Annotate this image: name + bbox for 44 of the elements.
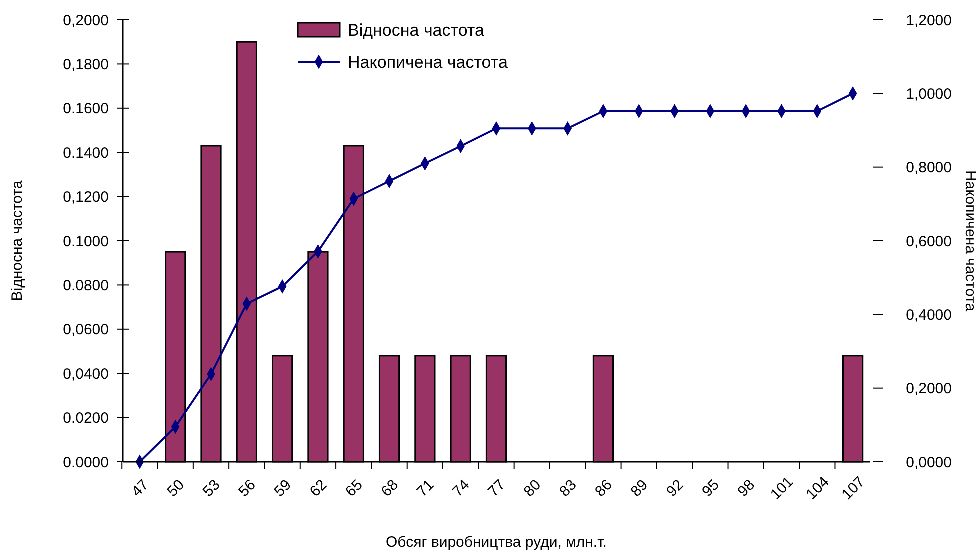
- y2-axis-title: Накопичена частота: [962, 170, 979, 312]
- legend-label: Накопичена частота: [348, 52, 508, 72]
- y-tick-label: 0.1400: [63, 144, 109, 162]
- x-tick-label: 83: [556, 476, 580, 500]
- x-tick-label: 98: [734, 476, 759, 500]
- y2-tick-label: 1,2000: [906, 12, 952, 30]
- y-tick-label: 0.0000: [63, 454, 109, 472]
- x-axis-title: Обсяг виробництва руди, млн.т.: [386, 534, 607, 551]
- y-axis-title: Відносна частота: [9, 180, 26, 302]
- x-tick-label: 104: [803, 474, 833, 504]
- legend-label: Відносна частота: [348, 20, 486, 40]
- x-tick-label: 59: [271, 476, 296, 500]
- x-tick-label: 86: [592, 476, 616, 500]
- y-tick-label: 0.0200: [63, 410, 109, 428]
- x-tick-label: 74: [449, 476, 474, 500]
- x-tick-label: 101: [767, 474, 798, 504]
- y-tick-label: 0.0800: [63, 277, 109, 294]
- y-tick-label: 0,1200: [63, 189, 109, 206]
- x-tick-label: 62: [306, 476, 331, 500]
- y2-tick-label: 0,8000: [906, 160, 952, 177]
- x-tick-label: 65: [342, 476, 366, 500]
- y2-tick-label: 0,4000: [906, 306, 952, 324]
- y-tick-label: 0,1800: [63, 56, 109, 74]
- y2-tick-label: 0,6000: [906, 233, 952, 250]
- y-tick-label: 0,0600: [63, 322, 109, 339]
- y2-tick-label: 1,0000: [906, 86, 952, 103]
- y-tick-label: 0.1000: [63, 233, 109, 250]
- x-tick-label: 77: [485, 476, 509, 500]
- y-tick-label: 0,0400: [63, 366, 109, 383]
- x-tick-label: 95: [699, 476, 723, 500]
- x-tick-label: 50: [164, 476, 188, 500]
- y2-tick-label: 0,0000: [906, 454, 952, 472]
- x-tick-label: 71: [414, 476, 438, 500]
- x-tick-label: 56: [236, 476, 260, 500]
- x-tick-label: 92: [663, 476, 688, 500]
- y-tick-label: 0.1600: [63, 100, 109, 118]
- x-tick-label: 89: [628, 476, 652, 500]
- y-tick-label: 0,2000: [63, 12, 109, 30]
- x-tick-label: 107: [838, 474, 868, 504]
- x-tick-label: 53: [200, 476, 224, 500]
- x-tick-label: 80: [520, 476, 545, 500]
- y2-tick-label: 0,2000: [906, 380, 952, 398]
- x-tick-label: 68: [378, 476, 402, 500]
- x-tick-label: 47: [128, 476, 152, 500]
